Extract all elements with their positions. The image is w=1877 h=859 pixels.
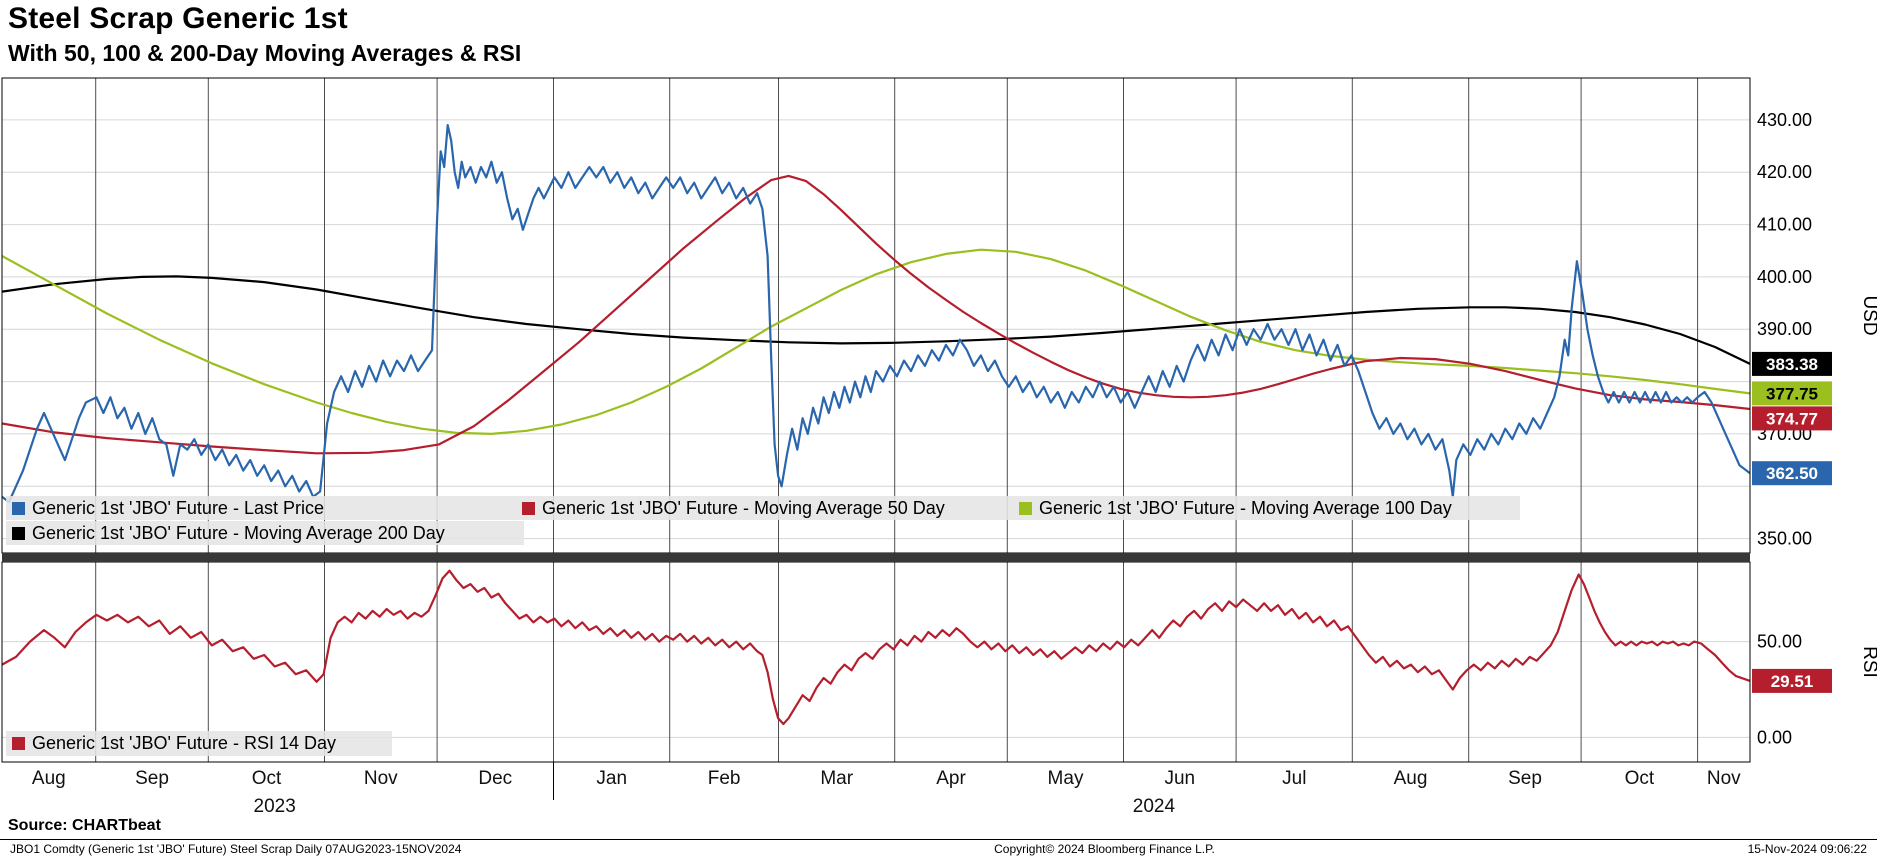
price-legend-row-1: Generic 1st 'JBO' Future - Last Price Gen… [6, 496, 1520, 520]
legend-label: Generic 1st 'JBO' Future - Moving Averag… [542, 497, 945, 518]
footer-copyright: Copyright© 2024 Bloomberg Finance L.P. [994, 842, 1215, 856]
svg-text:374.77: 374.77 [1766, 409, 1818, 428]
svg-text:383.38: 383.38 [1766, 355, 1818, 374]
price-y-axis-labels: 350.00370.00390.00400.00410.00420.00430.… [1757, 110, 1877, 549]
ma100-swatch-icon [1019, 501, 1032, 515]
last_price-last-value-badge: 362.50 [1752, 461, 1832, 486]
legend-entry-ma100[interactable]: Generic 1st 'JBO' Future - Moving Averag… [1019, 496, 1452, 520]
svg-text:29.51: 29.51 [1771, 672, 1814, 691]
svg-text:Oct: Oct [252, 768, 282, 789]
svg-text:50.00: 50.00 [1757, 632, 1802, 652]
svg-text:Jan: Jan [596, 768, 627, 789]
year-label: 2024 [1133, 796, 1176, 817]
ma100-last-value-badge: 377.75 [1752, 381, 1832, 406]
legend-entry-ma50[interactable]: Generic 1st 'JBO' Future - Moving Averag… [522, 496, 945, 520]
page-title: Steel Scrap Generic 1st [8, 2, 348, 35]
price-axis-title: USD [1859, 295, 1877, 335]
x-axis-labels: Aug Sep Oct Nov Dec Jan Feb Mar Apr May Jun Jul Aug S… [32, 762, 1741, 817]
price-horizontal-gridlines [2, 119, 1750, 540]
ma200-swatch-icon [12, 526, 25, 540]
legend-entry-ma200[interactable]: Generic 1st 'JBO' Future - Moving Averag… [12, 521, 445, 545]
year-label: 2023 [254, 796, 296, 817]
svg-text:0.00: 0.00 [1757, 727, 1792, 747]
price-rsi-chart: 350.00370.00390.00400.00410.00420.00430.… [1, 77, 1877, 817]
ma100-line-series [2, 248, 1750, 435]
footer-security-description: JBO1 Comdty (Generic 1st 'JBO' Future) S… [10, 842, 462, 856]
rsi14-line-series [2, 569, 1750, 726]
svg-text:Apr: Apr [936, 768, 966, 789]
panel-separator [2, 553, 1750, 562]
svg-text:350.00: 350.00 [1757, 529, 1812, 549]
svg-text:Mar: Mar [820, 768, 853, 789]
svg-text:Nov: Nov [1707, 768, 1741, 789]
rsi14-last-value-badge: 29.51 [1752, 668, 1832, 693]
legend-entry-last_price[interactable]: Generic 1st 'JBO' Future - Last Price [12, 496, 324, 520]
svg-text:410.00: 410.00 [1757, 215, 1812, 235]
svg-text:Jun: Jun [1164, 768, 1195, 789]
price-panel-frame [1, 77, 1751, 554]
svg-text:Aug: Aug [1394, 768, 1428, 789]
svg-text:Dec: Dec [478, 768, 512, 789]
source-label: Source: CHARTbeat [8, 817, 161, 834]
svg-text:Feb: Feb [708, 768, 741, 789]
ma50-line-series [2, 174, 1750, 455]
price-legend-row-2: Generic 1st 'JBO' Future - Moving Averag… [6, 521, 524, 545]
legend-label: Generic 1st 'JBO' Future - RSI 14 Day [32, 733, 336, 753]
svg-text:400.00: 400.00 [1757, 267, 1812, 287]
svg-text:May: May [1048, 768, 1084, 789]
legend-label: Generic 1st 'JBO' Future - Moving Averag… [1039, 497, 1452, 518]
svg-text:430.00: 430.00 [1757, 110, 1812, 130]
page-subtitle: With 50, 100 & 200-Day Moving Averages &… [8, 40, 522, 66]
legend-entry-rsi14[interactable]: Generic 1st 'JBO' Future - RSI 14 Day [12, 731, 336, 756]
svg-text:Oct: Oct [1625, 768, 1655, 789]
svg-text:377.75: 377.75 [1766, 384, 1818, 403]
ma200-line-series [2, 275, 1750, 365]
footer-bar: JBO1 Comdty (Generic 1st 'JBO' Future) S… [0, 839, 1877, 858]
svg-text:420.00: 420.00 [1757, 162, 1812, 182]
rsi-y-axis-labels: 0.00 50.00 RSI [1757, 632, 1877, 748]
svg-text:Sep: Sep [1508, 768, 1542, 789]
svg-text:362.50: 362.50 [1766, 464, 1818, 483]
svg-text:Sep: Sep [135, 768, 169, 789]
legend-label: Generic 1st 'JBO' Future - Moving Averag… [32, 522, 445, 543]
rsi-axis-title: RSI [1859, 646, 1877, 678]
rsi14-swatch-icon [12, 737, 25, 750]
month-gridlines [95, 78, 1699, 762]
svg-text:390.00: 390.00 [1757, 319, 1812, 339]
footer-timestamp: 15-Nov-2024 09:06:22 [1747, 842, 1867, 856]
ma200-last-value-badge: 383.38 [1752, 351, 1832, 376]
last_price-line-series [2, 123, 1750, 504]
svg-text:Nov: Nov [364, 768, 398, 789]
svg-text:Jul: Jul [1282, 768, 1306, 789]
legend-label: Generic 1st 'JBO' Future - Last Price [32, 497, 324, 518]
svg-text:Aug: Aug [32, 768, 66, 789]
ma50-swatch-icon [522, 501, 535, 515]
rsi-legend: Generic 1st 'JBO' Future - RSI 14 Day [6, 731, 392, 756]
ma50-last-value-badge: 374.77 [1752, 406, 1832, 431]
last_price-swatch-icon [12, 501, 25, 515]
